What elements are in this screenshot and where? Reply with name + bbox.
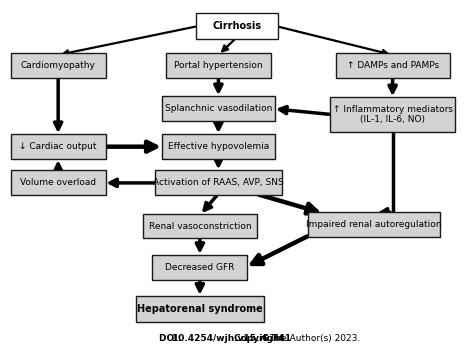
FancyBboxPatch shape [143, 214, 257, 238]
Text: Activation of RAAS, AVP, SNS: Activation of RAAS, AVP, SNS [153, 178, 284, 187]
Text: Volume overload: Volume overload [20, 178, 96, 187]
FancyBboxPatch shape [308, 212, 440, 237]
Text: Cirrhosis: Cirrhosis [212, 21, 262, 31]
Text: ↓ Cardiac output: ↓ Cardiac output [19, 142, 97, 151]
FancyBboxPatch shape [10, 170, 106, 195]
Text: Cardiomyopathy: Cardiomyopathy [21, 61, 96, 70]
FancyBboxPatch shape [152, 255, 247, 280]
FancyBboxPatch shape [330, 98, 456, 132]
FancyBboxPatch shape [162, 134, 275, 159]
Text: Splanchnic vasodilation: Splanchnic vasodilation [165, 104, 272, 113]
Text: Copyright: Copyright [234, 334, 287, 343]
Text: ↑ DAMPs and PAMPs: ↑ DAMPs and PAMPs [346, 61, 438, 70]
FancyBboxPatch shape [336, 53, 449, 78]
Text: ©The Author(s) 2023.: ©The Author(s) 2023. [261, 334, 361, 343]
Text: Decreased GFR: Decreased GFR [165, 263, 235, 272]
FancyBboxPatch shape [196, 13, 278, 39]
Text: 10.4254/wjh.v15.i6.741: 10.4254/wjh.v15.i6.741 [173, 334, 294, 343]
Text: DOI:: DOI: [159, 334, 184, 343]
FancyBboxPatch shape [10, 53, 106, 78]
FancyBboxPatch shape [10, 134, 106, 159]
FancyBboxPatch shape [155, 170, 283, 195]
Text: Renal vasoconstriction: Renal vasoconstriction [148, 221, 251, 231]
Text: ↑ Inflammatory mediators
(IL-1, IL-6, NO): ↑ Inflammatory mediators (IL-1, IL-6, NO… [333, 105, 453, 124]
FancyBboxPatch shape [166, 53, 271, 78]
Text: Impaired renal autoregulation: Impaired renal autoregulation [306, 220, 442, 229]
FancyBboxPatch shape [136, 296, 264, 322]
FancyBboxPatch shape [162, 96, 275, 121]
Text: Effective hypovolemia: Effective hypovolemia [168, 142, 269, 151]
Text: Portal hypertension: Portal hypertension [174, 61, 263, 70]
Text: Hepatorenal syndrome: Hepatorenal syndrome [137, 304, 263, 314]
